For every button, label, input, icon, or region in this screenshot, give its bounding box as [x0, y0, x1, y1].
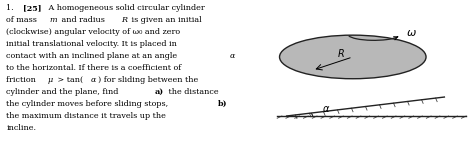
Text: m: m — [49, 16, 57, 24]
Text: to the horizontal. If there is a coefficient of: to the horizontal. If there is a coeffic… — [6, 64, 182, 72]
Text: (clockwise) angular velocity of ω₀ and zero: (clockwise) angular velocity of ω₀ and z… — [6, 28, 181, 36]
Text: a): a) — [154, 88, 163, 96]
Text: $R$: $R$ — [337, 47, 345, 59]
Text: of mass: of mass — [6, 16, 40, 24]
Text: > tan(: > tan( — [55, 76, 83, 84]
Text: A homogeneous solid circular cylinder: A homogeneous solid circular cylinder — [46, 4, 205, 12]
Text: cylinder and the plane, find: cylinder and the plane, find — [6, 88, 121, 96]
Text: the maximum distance it travels up the: the maximum distance it travels up the — [6, 112, 166, 120]
Circle shape — [280, 35, 426, 79]
Text: incline.: incline. — [6, 124, 36, 132]
Text: is given an initial: is given an initial — [129, 16, 202, 24]
Text: 1.: 1. — [6, 4, 19, 12]
Text: α: α — [230, 52, 235, 60]
Text: and radius: and radius — [59, 16, 108, 24]
Text: the distance: the distance — [166, 88, 219, 96]
Text: ) for sliding between the: ) for sliding between the — [98, 76, 198, 84]
Text: b): b) — [218, 100, 228, 108]
Text: initial translational velocity. It is placed in: initial translational velocity. It is pl… — [6, 40, 177, 48]
Text: μ: μ — [48, 76, 53, 84]
Text: R: R — [121, 16, 128, 24]
Text: α: α — [91, 76, 96, 84]
Text: friction: friction — [6, 76, 39, 84]
Text: $\omega$: $\omega$ — [406, 28, 417, 38]
Text: $\alpha$: $\alpha$ — [322, 104, 331, 114]
Text: the cylinder moves before sliding stops,: the cylinder moves before sliding stops, — [6, 100, 171, 108]
Text: contact with an inclined plane at an angle: contact with an inclined plane at an ang… — [6, 52, 180, 60]
Text: [25]: [25] — [23, 4, 41, 12]
